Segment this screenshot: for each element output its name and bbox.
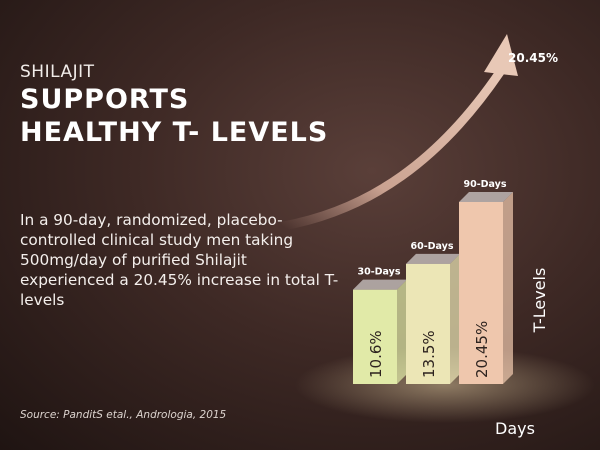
- eyebrow-text: SHILAJIT: [20, 62, 95, 82]
- growth-arrow: [278, 34, 518, 231]
- study-description: In a 90-day, randomized, placebo-control…: [20, 211, 339, 309]
- bar-front: [353, 289, 397, 384]
- bar-category-label: 30-Days: [357, 267, 400, 278]
- y-axis-title: T-Levels: [530, 268, 549, 334]
- x-axis-title: Days: [495, 419, 535, 438]
- bar-front: [406, 263, 450, 384]
- bar-cap: [353, 279, 407, 290]
- source-citation: Source: PanditS etal., Andrologia, 2015: [20, 409, 227, 421]
- bar-side: [397, 279, 407, 384]
- headline-line-2: HEALTHY T- LEVELS: [20, 117, 329, 148]
- bar-cap: [459, 191, 513, 202]
- peak-annotation: 20.45%: [508, 51, 558, 65]
- bar-front: [459, 201, 503, 384]
- bar-value-label: 10.6%: [367, 330, 385, 378]
- bar-side: [450, 253, 460, 384]
- bar-2: 13.5% 60-Days: [406, 241, 460, 384]
- bar-value-label: 20.45%: [473, 321, 491, 378]
- bar-3: 20.45% 90-Days: [459, 179, 513, 384]
- bar-side: [503, 191, 513, 384]
- bar-cap: [406, 253, 460, 264]
- bar-value-label: 13.5%: [420, 330, 438, 378]
- headline-line-1: SUPPORTS: [20, 84, 190, 115]
- bar-1: 10.6% 30-Days: [353, 267, 407, 384]
- bar-category-label: 90-Days: [463, 179, 506, 190]
- bar-category-label: 60-Days: [410, 241, 453, 252]
